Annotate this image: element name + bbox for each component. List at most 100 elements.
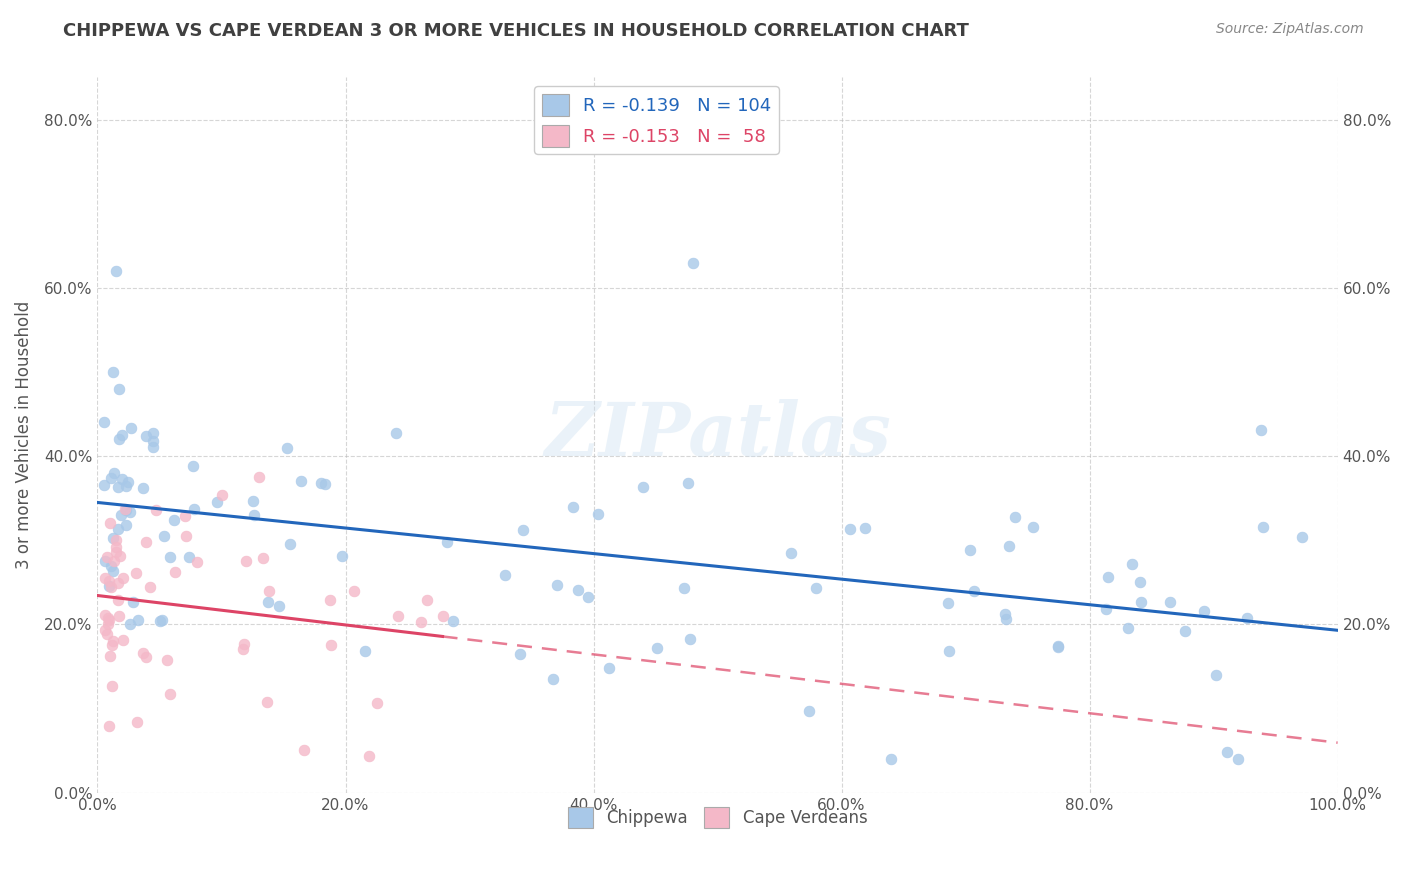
Point [149, 614, 172, 628]
Point [1129, 595, 1152, 609]
Point [416, 592, 439, 607]
Point [115, 503, 138, 517]
Point [103, 532, 125, 546]
Point [1094, 601, 1116, 615]
Point [114, 478, 136, 492]
Point [853, 521, 876, 535]
Point [588, 507, 610, 521]
Point [135, 429, 157, 443]
Point [98, 516, 121, 531]
Point [211, 487, 233, 501]
Point [135, 650, 157, 665]
Point [233, 637, 256, 651]
Point [93, 478, 115, 492]
Point [156, 653, 179, 667]
Point [103, 633, 125, 648]
Point [676, 476, 699, 491]
Point [879, 752, 901, 766]
Point [359, 748, 381, 763]
Point [111, 427, 134, 442]
Point [321, 638, 343, 652]
Point [104, 540, 127, 554]
Point [107, 522, 129, 536]
Point [135, 535, 157, 549]
Point [838, 522, 860, 536]
Point [938, 644, 960, 658]
Text: CHIPPEWA VS CAPE VERDEAN 3 OR MORE VEHICLES IN HOUSEHOLD CORRELATION CHART: CHIPPEWA VS CAPE VERDEAN 3 OR MORE VEHIC… [63, 22, 969, 40]
Point [561, 500, 583, 514]
Point [1121, 557, 1143, 571]
Point [120, 616, 142, 631]
Point [1129, 574, 1152, 589]
Point [100, 471, 122, 485]
Point [598, 661, 620, 675]
Point [1236, 611, 1258, 625]
Point [174, 529, 197, 543]
Point [122, 595, 145, 609]
Point [93, 554, 115, 568]
Point [117, 475, 139, 489]
Legend: Chippewa, Cape Verdeans: Chippewa, Cape Verdeans [561, 801, 875, 834]
Point [441, 614, 464, 628]
Point [256, 695, 278, 709]
Point [631, 480, 654, 494]
Point [97, 610, 120, 624]
Point [100, 580, 122, 594]
Point [97, 719, 120, 733]
Point [797, 704, 820, 718]
Point [994, 607, 1017, 621]
Point [112, 632, 135, 647]
Point [150, 613, 173, 627]
Point [101, 564, 124, 578]
Point [159, 550, 181, 565]
Point [105, 264, 128, 278]
Point [174, 509, 197, 524]
Point [1116, 621, 1139, 635]
Point [132, 481, 155, 495]
Point [108, 549, 131, 563]
Point [1216, 745, 1239, 759]
Point [1046, 639, 1069, 653]
Point [257, 595, 280, 609]
Point [242, 493, 264, 508]
Point [101, 638, 124, 652]
Point [509, 647, 531, 661]
Point [645, 640, 668, 655]
Point [108, 609, 131, 624]
Point [541, 672, 564, 686]
Point [163, 513, 186, 527]
Point [1250, 423, 1272, 437]
Point [276, 442, 298, 456]
Text: Source: ZipAtlas.com: Source: ZipAtlas.com [1216, 22, 1364, 37]
Point [385, 425, 408, 440]
Point [111, 471, 134, 485]
Point [567, 582, 589, 597]
Point [98, 578, 121, 592]
Point [100, 559, 122, 574]
Point [93, 416, 115, 430]
Point [576, 590, 599, 604]
Point [780, 546, 803, 560]
Point [1022, 520, 1045, 534]
Point [120, 421, 142, 435]
Point [1174, 624, 1197, 638]
Point [673, 581, 696, 595]
Point [546, 577, 568, 591]
Point [142, 425, 165, 440]
Point [290, 475, 312, 489]
Point [177, 549, 200, 564]
Point [96, 550, 118, 565]
Point [104, 545, 127, 559]
Point [183, 502, 205, 516]
Point [120, 505, 142, 519]
Point [1226, 752, 1249, 766]
Point [159, 687, 181, 701]
Text: ZIPatlas: ZIPatlas [544, 399, 891, 471]
Point [806, 581, 828, 595]
Point [103, 554, 125, 568]
Point [101, 365, 124, 379]
Point [411, 615, 433, 629]
Point [125, 715, 148, 730]
Point [153, 529, 176, 543]
Point [139, 580, 162, 594]
